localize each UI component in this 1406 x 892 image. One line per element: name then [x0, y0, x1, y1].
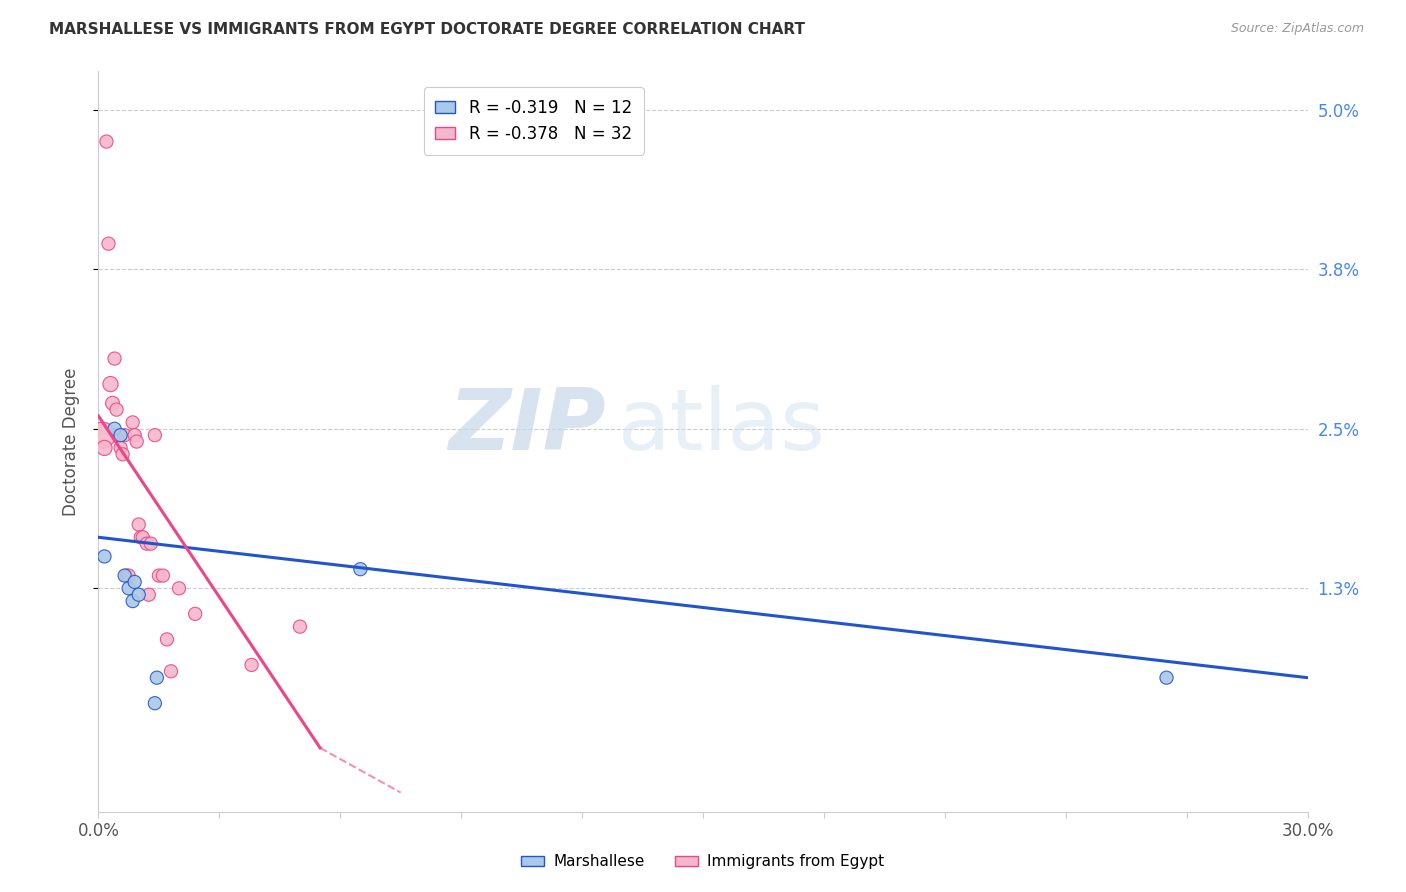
Legend: Marshallese, Immigrants from Egypt: Marshallese, Immigrants from Egypt — [515, 848, 891, 875]
Point — [240, 657, 263, 672]
Point — [152, 568, 174, 582]
Point — [114, 568, 136, 582]
Point — [100, 377, 122, 392]
Point — [184, 607, 207, 621]
Point — [288, 619, 311, 633]
Point — [103, 351, 125, 366]
Point — [128, 588, 150, 602]
Point — [146, 671, 169, 685]
Point — [96, 135, 118, 149]
Point — [105, 402, 128, 417]
Point — [128, 517, 150, 532]
Point — [138, 588, 160, 602]
Point — [135, 536, 157, 550]
Point — [97, 236, 120, 251]
Point — [101, 396, 124, 410]
Point — [91, 428, 114, 442]
Point — [143, 428, 166, 442]
Point — [160, 665, 183, 679]
Legend: R = -0.319   N = 12, R = -0.378   N = 32: R = -0.319 N = 12, R = -0.378 N = 32 — [423, 87, 644, 155]
Point — [107, 428, 129, 442]
Point — [93, 549, 115, 564]
Point — [111, 447, 134, 461]
Point — [129, 530, 152, 544]
Point — [118, 568, 141, 582]
Point — [110, 441, 132, 455]
Point — [121, 594, 143, 608]
Text: MARSHALLESE VS IMMIGRANTS FROM EGYPT DOCTORATE DEGREE CORRELATION CHART: MARSHALLESE VS IMMIGRANTS FROM EGYPT DOC… — [49, 22, 806, 37]
Point — [125, 434, 148, 449]
Text: Source: ZipAtlas.com: Source: ZipAtlas.com — [1230, 22, 1364, 36]
Point — [121, 416, 143, 430]
Point — [93, 441, 115, 455]
Y-axis label: Doctorate Degree: Doctorate Degree — [62, 368, 80, 516]
Point — [148, 568, 170, 582]
Point — [143, 696, 166, 710]
Point — [124, 428, 146, 442]
Point — [103, 422, 125, 436]
Point — [1156, 671, 1178, 685]
Point — [139, 536, 162, 550]
Point — [118, 582, 141, 596]
Text: atlas: atlas — [619, 385, 827, 468]
Point — [124, 574, 146, 589]
Point — [115, 568, 138, 582]
Point — [110, 428, 132, 442]
Point — [114, 428, 136, 442]
Text: ZIP: ZIP — [449, 385, 606, 468]
Point — [349, 562, 371, 576]
Point — [167, 582, 190, 596]
Point — [156, 632, 179, 647]
Point — [132, 530, 155, 544]
